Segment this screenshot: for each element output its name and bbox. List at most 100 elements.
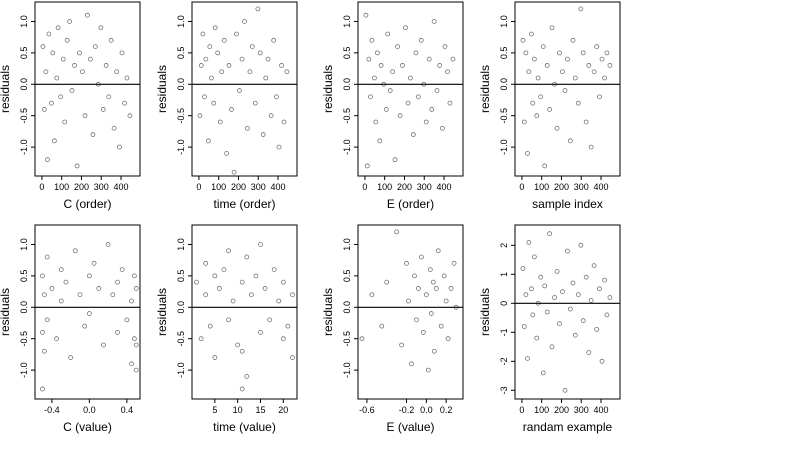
point (234, 31, 239, 37)
point (534, 113, 540, 119)
point (597, 94, 602, 100)
plot-frame (34, 1, 141, 177)
point (60, 56, 66, 62)
y-axis-label: residuals (478, 65, 492, 113)
x-axis-label: time (value) (213, 420, 276, 434)
point (381, 81, 387, 87)
y-tick-label: -0.5 (342, 108, 352, 124)
x-tick-label: 200 (554, 182, 569, 192)
point (63, 279, 69, 285)
point (602, 277, 607, 283)
x-tick-label: 0 (519, 405, 524, 415)
x-tick-label: 100 (54, 182, 69, 192)
point (285, 323, 291, 329)
point (226, 317, 231, 323)
point (267, 317, 273, 323)
point (244, 373, 250, 379)
point (607, 295, 613, 300)
point (378, 63, 384, 68)
point (583, 119, 589, 125)
x-tick-label: 10 (233, 405, 243, 415)
point (450, 56, 456, 62)
y-axis-label: residuals (321, 288, 335, 336)
plot-frame (514, 1, 621, 177)
point (572, 75, 578, 81)
point (80, 69, 85, 75)
point (290, 355, 295, 360)
point (580, 318, 586, 324)
x-tick-label: 100 (534, 405, 549, 415)
x-axis-label: E (value) (386, 420, 434, 434)
point (133, 367, 139, 373)
point (200, 31, 206, 37)
point (554, 268, 560, 274)
point (54, 75, 60, 81)
point (383, 107, 389, 112)
point (586, 63, 592, 68)
point (105, 242, 111, 247)
point (599, 56, 605, 62)
point (212, 273, 218, 279)
x-tick-label: 300 (574, 405, 589, 415)
y-tick-label: -3 (499, 386, 509, 394)
y-tick-label: 1.0 (342, 238, 352, 251)
point (197, 113, 203, 119)
point (127, 113, 133, 119)
point (366, 56, 372, 62)
point (374, 50, 380, 56)
point (284, 69, 290, 75)
x-axis-label: sample index (532, 197, 603, 211)
x-tick-label: 200 (231, 182, 246, 192)
x-tick-label: 100 (377, 182, 392, 192)
x-tick-label: 300 (417, 182, 432, 192)
point (359, 336, 365, 342)
point (540, 44, 546, 49)
x-axis-label: E (order) (387, 197, 434, 211)
point (431, 19, 437, 24)
y-tick-label: 0.0 (342, 301, 352, 314)
point (72, 248, 78, 254)
point (235, 342, 241, 348)
point (526, 69, 532, 75)
point (580, 50, 586, 56)
plot-frame (357, 224, 464, 400)
point (226, 63, 232, 68)
y-tick-label: 1.0 (176, 238, 186, 251)
point (58, 94, 64, 100)
point (442, 44, 448, 49)
point (114, 69, 120, 75)
point (40, 44, 46, 49)
point (131, 336, 137, 342)
y-tick-label: -0.5 (19, 331, 29, 347)
point (50, 50, 56, 56)
point (95, 81, 101, 87)
point (368, 94, 373, 100)
point (523, 50, 529, 56)
point (406, 298, 411, 304)
point (257, 50, 263, 56)
x-tick-label: 400 (437, 182, 452, 192)
point (74, 163, 80, 169)
y-tick-label: 0.0 (499, 78, 509, 91)
point (392, 157, 398, 163)
y-tick-label: 2 (499, 243, 509, 248)
point (420, 330, 426, 335)
point (117, 144, 122, 150)
point (540, 370, 546, 376)
point (203, 56, 209, 62)
point (586, 350, 592, 356)
point (525, 355, 530, 361)
point (547, 231, 553, 237)
point (281, 119, 287, 125)
point (562, 88, 568, 93)
y-tick-label: -1.0 (499, 139, 509, 155)
y-tick-label: -1.0 (176, 362, 186, 378)
point (570, 280, 576, 286)
point (394, 229, 400, 235)
point (86, 311, 92, 316)
x-axis-label: C (order) (63, 197, 111, 211)
point (86, 273, 92, 279)
x-axis-label: randam example (523, 420, 613, 434)
point (538, 94, 544, 100)
point (229, 107, 234, 112)
